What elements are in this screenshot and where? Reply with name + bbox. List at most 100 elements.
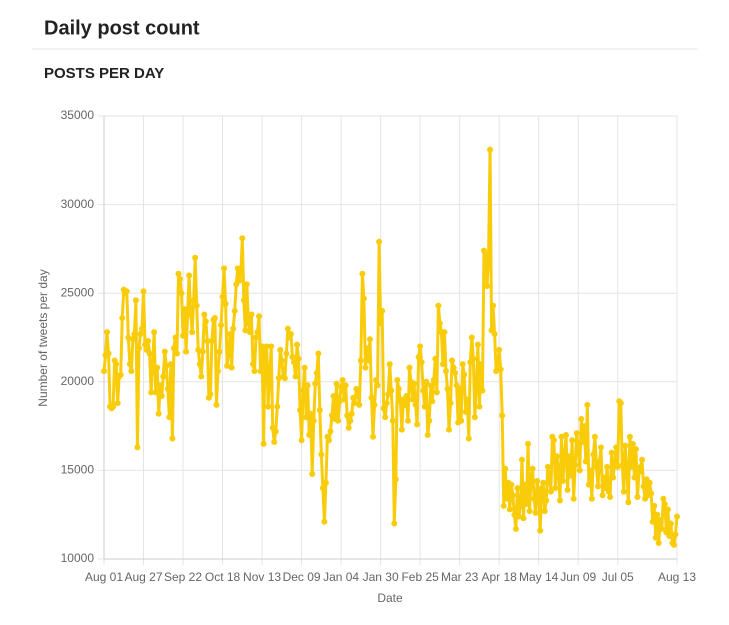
x-tick-label: Aug 01 xyxy=(85,570,123,584)
data-point xyxy=(558,433,565,440)
data-point xyxy=(333,380,340,387)
data-point xyxy=(541,508,548,515)
x-tick-label: Nov 13 xyxy=(243,570,281,584)
data-point xyxy=(306,431,313,438)
data-point xyxy=(588,495,595,502)
data-point xyxy=(219,293,226,300)
chart-title: POSTS PER DAY xyxy=(44,65,164,82)
data-point xyxy=(149,361,156,368)
data-point xyxy=(540,479,547,486)
page-title: Daily post count xyxy=(44,17,200,39)
data-point xyxy=(202,318,209,325)
data-point xyxy=(357,357,364,364)
data-point xyxy=(348,410,355,417)
data-point xyxy=(113,361,120,368)
x-tick-label: May 14 xyxy=(519,570,559,584)
data-point xyxy=(140,288,147,295)
data-point xyxy=(544,463,551,470)
data-point xyxy=(237,270,244,277)
data-point xyxy=(137,330,144,337)
data-point xyxy=(614,463,621,470)
data-point xyxy=(477,361,484,368)
data-point xyxy=(315,350,322,357)
data-point xyxy=(376,238,383,245)
data-point xyxy=(555,467,562,474)
data-point xyxy=(591,433,598,440)
data-point xyxy=(272,428,279,435)
data-point xyxy=(534,478,541,485)
data-point xyxy=(639,456,646,463)
data-point xyxy=(462,408,469,415)
data-point xyxy=(564,486,571,493)
data-point xyxy=(383,400,390,407)
x-tick-label: Jul 05 xyxy=(602,570,634,584)
data-point xyxy=(316,407,323,414)
data-point xyxy=(468,334,475,341)
data-point xyxy=(386,361,393,368)
y-tick-label: 10000 xyxy=(61,551,95,565)
data-point xyxy=(319,485,326,492)
data-point xyxy=(377,320,384,327)
data-point xyxy=(368,394,375,401)
data-point xyxy=(432,355,439,362)
data-point xyxy=(593,463,600,470)
data-point xyxy=(526,508,533,515)
data-point xyxy=(623,467,630,474)
data-point xyxy=(157,382,164,389)
data-point xyxy=(135,345,142,352)
data-point xyxy=(585,481,592,488)
data-point xyxy=(350,394,357,401)
data-point xyxy=(458,417,465,424)
data-point xyxy=(561,453,568,460)
data-point xyxy=(304,382,311,389)
data-point xyxy=(131,330,138,337)
data-point xyxy=(373,377,380,384)
data-point xyxy=(648,490,655,497)
x-tick-label: Jun 09 xyxy=(560,570,596,584)
data-point xyxy=(392,476,399,483)
data-point xyxy=(487,146,494,153)
data-point xyxy=(398,426,405,433)
data-point xyxy=(511,511,518,518)
data-point xyxy=(146,350,153,357)
data-point xyxy=(423,378,430,385)
data-point xyxy=(274,403,281,410)
data-point xyxy=(631,474,638,481)
data-point xyxy=(441,329,448,336)
data-point xyxy=(379,307,386,314)
data-point xyxy=(335,417,342,424)
data-point xyxy=(531,495,538,502)
data-point xyxy=(256,313,263,320)
data-point xyxy=(672,531,679,538)
data-point xyxy=(546,474,553,481)
data-point xyxy=(221,265,228,272)
data-point xyxy=(251,368,258,375)
data-point xyxy=(303,414,310,421)
data-point xyxy=(664,506,671,513)
data-point xyxy=(509,492,516,499)
data-point xyxy=(525,440,532,447)
data-point xyxy=(240,297,247,304)
data-point xyxy=(414,421,421,428)
data-point xyxy=(242,327,249,334)
data-point xyxy=(342,382,349,389)
data-point xyxy=(446,426,453,433)
data-point xyxy=(490,302,497,309)
data-point xyxy=(148,389,155,396)
x-tick-label: Feb 25 xyxy=(401,570,439,584)
data-point xyxy=(449,357,456,364)
data-point xyxy=(569,437,576,444)
data-point xyxy=(517,502,524,509)
data-point xyxy=(579,439,586,446)
data-point xyxy=(160,373,167,380)
data-point xyxy=(382,414,389,421)
y-tick-label: 15000 xyxy=(61,463,95,477)
data-point xyxy=(500,502,507,509)
data-point xyxy=(404,417,411,424)
data-point xyxy=(239,235,246,242)
data-point xyxy=(512,525,519,532)
data-point xyxy=(287,330,294,337)
data-point xyxy=(243,281,250,288)
data-point xyxy=(271,439,278,446)
data-point xyxy=(201,311,208,318)
